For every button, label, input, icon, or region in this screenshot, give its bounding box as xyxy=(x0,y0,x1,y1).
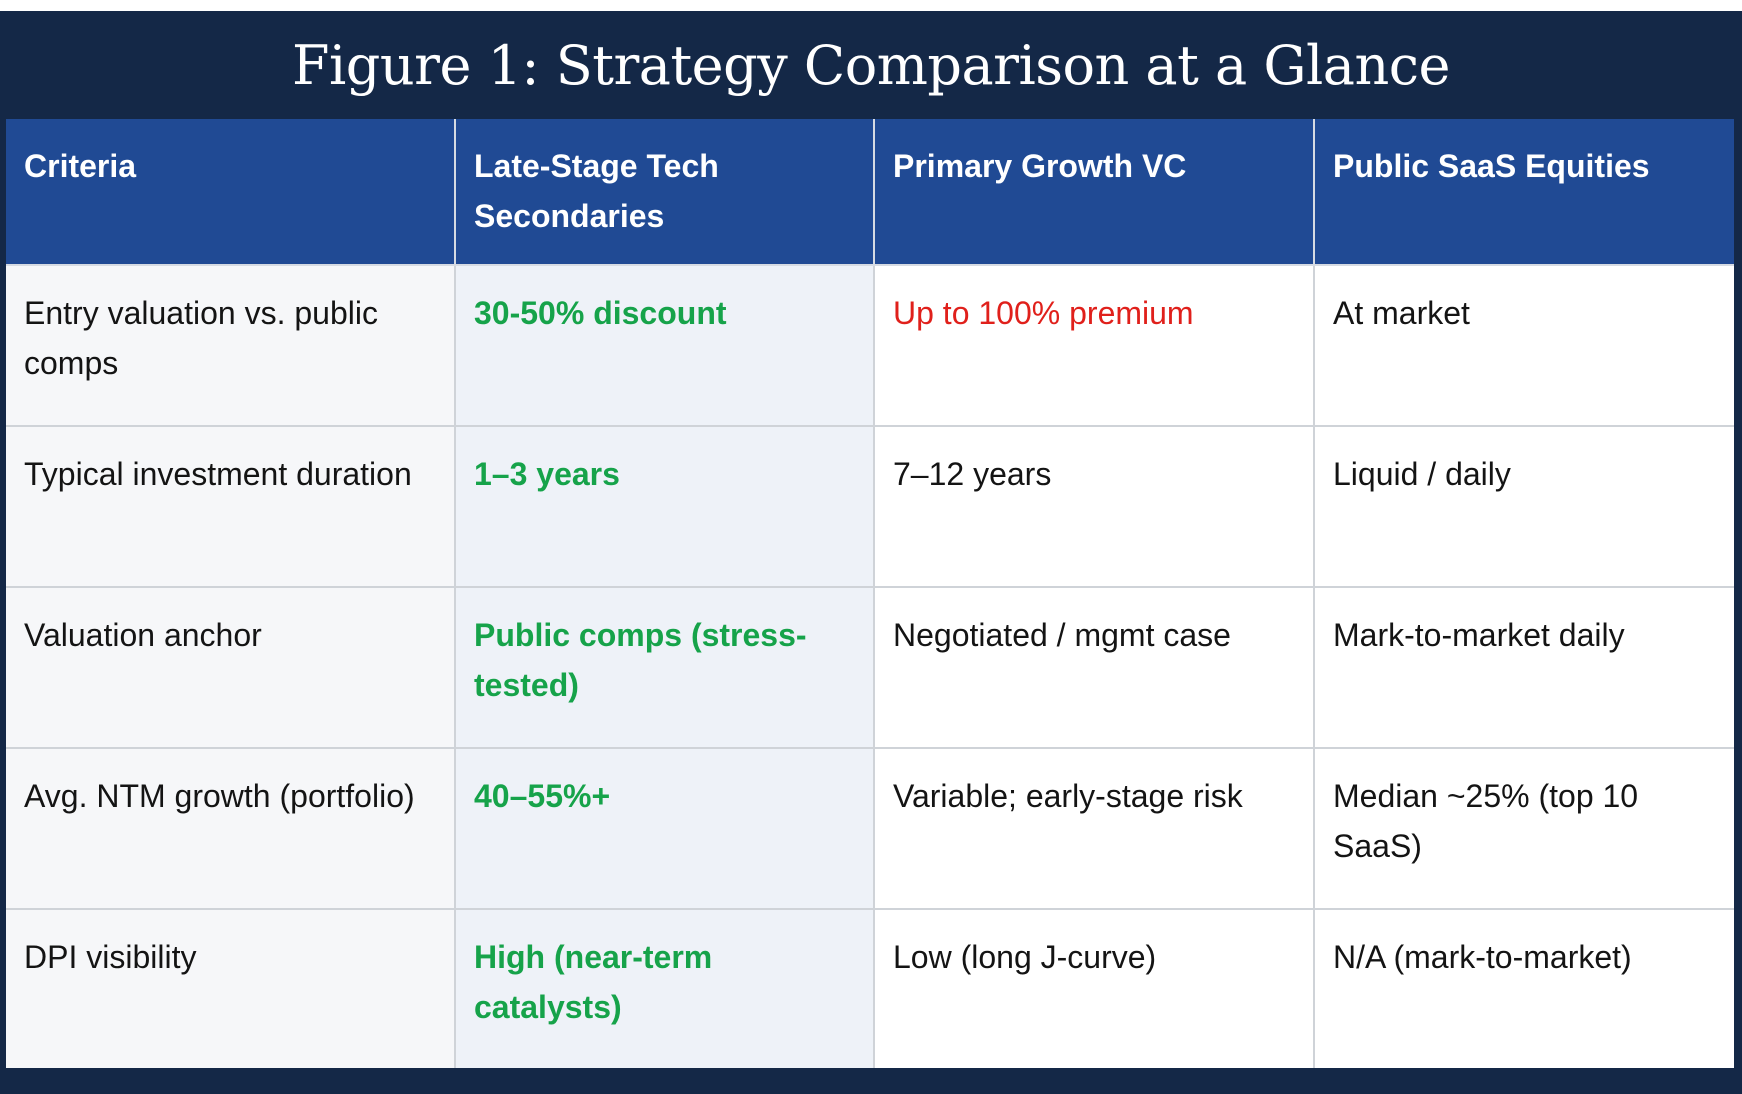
growth-vc-cell: Low (long J-curve) xyxy=(874,909,1315,1068)
secondaries-cell: High (near-term catalysts) xyxy=(455,909,875,1068)
growth-vc-cell: 7–12 years xyxy=(874,426,1315,588)
table-row: DPI visibility High (near-term catalysts… xyxy=(6,909,1734,1068)
secondaries-cell: 40–55%+ xyxy=(455,748,875,910)
table-row: Avg. NTM growth (portfolio) 40–55%+ Vari… xyxy=(6,748,1734,910)
figure-title: Figure 1: Strategy Comparison at a Glanc… xyxy=(292,33,1450,97)
public-saas-cell: Median ~25% (top 10 SaaS) xyxy=(1314,748,1734,910)
row-criteria-cell: Entry valuation vs. public comps xyxy=(6,265,456,427)
public-saas-cell: At market xyxy=(1314,265,1734,427)
row-criteria-cell: Avg. NTM growth (portfolio) xyxy=(6,748,456,910)
table-row: Typical investment duration 1–3 years 7–… xyxy=(6,426,1734,588)
secondaries-cell: 30-50% discount xyxy=(455,265,875,427)
public-saas-cell: N/A (mark-to-market) xyxy=(1314,909,1734,1068)
growth-vc-cell: Up to 100% premium xyxy=(874,265,1315,427)
table-row: Entry valuation vs. public comps 30-50% … xyxy=(6,265,1734,427)
title-bar: Figure 1: Strategy Comparison at a Glanc… xyxy=(0,11,1742,119)
row-criteria-cell: Valuation anchor xyxy=(6,587,456,749)
growth-vc-cell: Variable; early-stage risk xyxy=(874,748,1315,910)
secondaries-cell: Public comps (stress-tested) xyxy=(455,587,875,749)
header-primary-growth-vc: Primary Growth VC xyxy=(874,119,1315,266)
header-late-stage-secondaries: Late-Stage Tech Secondaries xyxy=(455,119,875,266)
public-saas-cell: Liquid / daily xyxy=(1314,426,1734,588)
table-row: Valuation anchor Public comps (stress-te… xyxy=(6,587,1734,749)
row-criteria-cell: DPI visibility xyxy=(6,909,456,1068)
header-row: Criteria Late-Stage Tech Secondaries Pri… xyxy=(6,119,1734,266)
header-public-saas-equities: Public SaaS Equities xyxy=(1314,119,1734,266)
secondaries-cell: 1–3 years xyxy=(455,426,875,588)
public-saas-cell: Mark-to-market daily xyxy=(1314,587,1734,749)
comparison-table: Criteria Late-Stage Tech Secondaries Pri… xyxy=(6,119,1734,1068)
growth-vc-cell: Negotiated / mgmt case xyxy=(874,587,1315,749)
header-criteria: Criteria xyxy=(6,119,456,266)
row-criteria-cell: Typical investment duration xyxy=(6,426,456,588)
